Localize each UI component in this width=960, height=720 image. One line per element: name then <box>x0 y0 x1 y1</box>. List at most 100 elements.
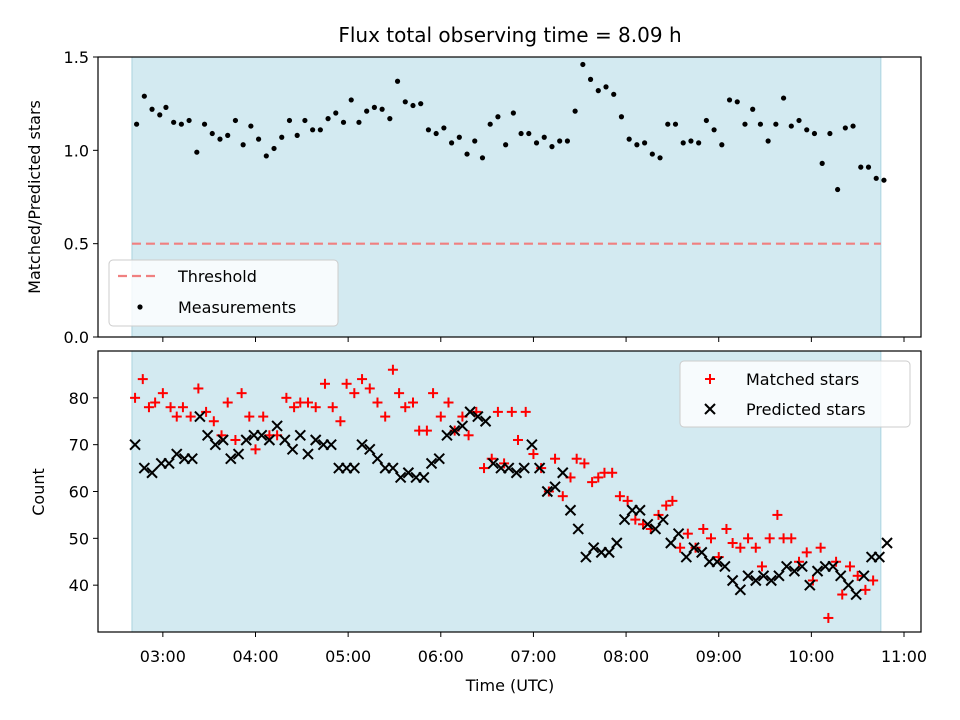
measurement-point <box>317 127 323 133</box>
y-tick-label: 40 <box>69 576 89 595</box>
legend-matched-swatch <box>705 374 715 384</box>
predicted-star-point <box>472 410 484 423</box>
predicted-star-point <box>433 453 445 465</box>
measurement-point <box>688 138 694 144</box>
predicted-star-point <box>441 429 453 442</box>
matched-star-point <box>250 444 261 455</box>
matched-star-point <box>171 411 182 422</box>
predicted-star-point <box>232 448 245 460</box>
measurement-point <box>726 97 733 103</box>
measurement-point <box>827 130 833 137</box>
matched-star-point <box>614 491 625 502</box>
predicted-star-point <box>603 546 615 559</box>
measurement-point <box>734 99 740 105</box>
measurement-point <box>603 84 609 90</box>
matched-star-point <box>831 556 842 567</box>
matched-star-point <box>137 374 148 385</box>
measurement-point <box>587 76 594 82</box>
measurement-point <box>865 164 872 170</box>
matched-star-point <box>193 383 204 394</box>
predicted-star-point <box>858 570 870 582</box>
matched-star-point <box>150 397 161 408</box>
matched-star-point <box>177 402 188 413</box>
predicted-star-point <box>518 462 530 474</box>
matched-star-point <box>536 463 547 474</box>
predicted-star-point <box>394 471 407 484</box>
chart-title: Flux total observing time = 8.09 h <box>338 23 681 47</box>
measurement-point <box>263 153 269 159</box>
measurement-point <box>134 121 140 127</box>
predicted-star-point <box>873 551 886 563</box>
legend-predicted-label: Predicted stars <box>746 400 866 419</box>
measurement-point <box>835 186 841 193</box>
predicted-star-point <box>549 481 561 493</box>
matched-star-point <box>380 411 391 422</box>
predicted-star-point <box>371 453 384 465</box>
measurement-point <box>634 142 640 148</box>
measurement-point <box>788 123 794 129</box>
x-tick-label: 05:00 <box>325 647 371 666</box>
measurement-point <box>418 101 424 107</box>
predicted-star-point <box>487 457 499 470</box>
predicted-star-point <box>842 579 855 591</box>
measurement-point <box>178 121 184 127</box>
matched-star-point <box>528 449 539 460</box>
predicted-star-point <box>804 579 816 591</box>
predicted-star-point <box>294 429 306 442</box>
measurement-point <box>696 140 702 146</box>
predicted-star-point <box>734 584 747 596</box>
measurement-point <box>472 138 478 144</box>
measurement-point <box>325 116 331 122</box>
measurement-point <box>518 130 524 137</box>
matched-star-point <box>630 514 641 525</box>
measurement-point <box>858 164 864 170</box>
y-tick-label: 70 <box>69 436 89 455</box>
predicted-star-point <box>827 560 839 573</box>
measurement-point <box>657 155 663 161</box>
measurement-point <box>580 61 586 68</box>
matched-star-point <box>735 542 746 553</box>
predicted-star-point <box>680 551 693 563</box>
predicted-star-point <box>672 527 685 540</box>
measurement-point <box>503 142 509 148</box>
predicted-star-point <box>209 438 222 451</box>
matched-star-point <box>130 392 141 403</box>
predicted-star-point <box>587 541 600 554</box>
predicted-star-point <box>194 410 206 423</box>
measurement-point <box>672 121 679 127</box>
matched-star-point <box>756 561 767 572</box>
predicted-star-point <box>240 434 252 446</box>
measurement-point <box>811 130 818 137</box>
measurement-point <box>194 149 200 155</box>
matched-star-point <box>860 584 871 595</box>
predicted-star-point <box>271 420 283 432</box>
measurement-point <box>348 97 354 103</box>
matched-star-point <box>593 472 604 483</box>
predicted-star-point <box>302 448 314 460</box>
predicted-star-point <box>742 570 754 582</box>
legend-measurement-swatch <box>137 304 143 310</box>
measurement-point <box>487 121 493 127</box>
measurement-point <box>163 104 169 110</box>
predicted-star-point <box>665 537 677 549</box>
measurement-point <box>842 125 848 131</box>
y-tick-label: 0.0 <box>64 328 89 347</box>
measurement-point <box>626 136 632 142</box>
legend-box <box>108 259 339 327</box>
matched-star-point <box>400 402 411 413</box>
matched-star-point <box>335 416 346 427</box>
matched-star-point <box>587 477 598 488</box>
predicted-star-point <box>657 513 669 526</box>
x-tick-label: 06:00 <box>418 647 464 666</box>
measurement-point <box>665 121 671 127</box>
y-tick-label: 1.0 <box>64 141 89 160</box>
matched-star-point <box>185 411 196 422</box>
x-tick-label: 03:00 <box>140 647 186 666</box>
predicted-star-point <box>533 462 546 474</box>
legend-threshold-label: Threshold <box>177 267 257 286</box>
measurement-point <box>703 117 709 124</box>
predicted-star-point <box>146 467 158 479</box>
measurement-point <box>232 117 239 124</box>
measurement-point <box>479 155 486 161</box>
predicted-star-point <box>796 560 808 573</box>
